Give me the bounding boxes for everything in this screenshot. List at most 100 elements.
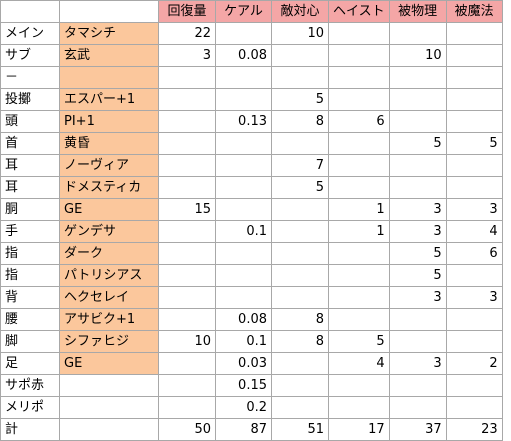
value-cell[interactable] (388, 374, 447, 397)
value-cell[interactable] (215, 264, 272, 287)
value-cell[interactable] (215, 88, 272, 111)
value-cell[interactable] (445, 374, 503, 397)
value-cell[interactable] (158, 242, 216, 265)
value-cell[interactable]: 5 (445, 132, 503, 155)
item-cell[interactable]: ゲンデサ (59, 220, 159, 243)
value-cell[interactable] (328, 132, 390, 155)
item-cell[interactable]: 玄武 (59, 44, 159, 67)
value-cell[interactable] (328, 396, 390, 419)
item-cell[interactable]: エスパー+1 (59, 88, 159, 111)
value-cell[interactable] (158, 308, 216, 331)
value-cell[interactable]: 8 (271, 308, 329, 331)
item-cell[interactable]: ノーヴィア (59, 154, 159, 177)
item-cell[interactable] (59, 418, 159, 441)
value-cell[interactable] (158, 220, 216, 243)
slot-cell[interactable]: 背 (0, 286, 60, 309)
value-cell[interactable]: 4 (445, 220, 503, 243)
value-cell[interactable]: 50 (158, 418, 216, 441)
value-cell[interactable] (328, 22, 390, 45)
value-cell[interactable]: 5 (388, 264, 447, 287)
value-cell[interactable] (215, 154, 272, 177)
value-cell[interactable] (158, 154, 216, 177)
value-cell[interactable] (215, 132, 272, 155)
value-cell[interactable] (158, 132, 216, 155)
value-cell[interactable] (445, 44, 503, 67)
value-cell[interactable] (328, 66, 390, 89)
item-cell[interactable] (59, 374, 159, 397)
slot-cell[interactable]: 首 (0, 132, 60, 155)
slot-cell[interactable]: 耳 (0, 176, 60, 199)
value-cell[interactable] (271, 374, 329, 397)
value-cell[interactable] (271, 396, 329, 419)
value-cell[interactable]: 10 (271, 22, 329, 45)
item-cell[interactable]: ダーク (59, 242, 159, 265)
value-cell[interactable] (328, 264, 390, 287)
value-cell[interactable] (215, 66, 272, 89)
value-cell[interactable]: 8 (271, 330, 329, 353)
value-cell[interactable] (158, 374, 216, 397)
value-cell[interactable] (328, 154, 390, 177)
value-cell[interactable]: 3 (388, 198, 447, 221)
value-cell[interactable] (215, 286, 272, 309)
value-cell[interactable]: 0.03 (215, 352, 272, 375)
value-cell[interactable] (158, 352, 216, 375)
value-cell[interactable] (328, 176, 390, 199)
column-header[interactable]: ヘイスト (328, 0, 390, 23)
value-cell[interactable] (445, 330, 503, 353)
value-cell[interactable]: 0.1 (215, 330, 272, 353)
value-cell[interactable] (328, 286, 390, 309)
value-cell[interactable]: 8 (271, 110, 329, 133)
value-cell[interactable]: 0.2 (215, 396, 272, 419)
value-cell[interactable] (445, 154, 503, 177)
value-cell[interactable] (388, 110, 447, 133)
value-cell[interactable] (271, 286, 329, 309)
value-cell[interactable]: 3 (445, 198, 503, 221)
value-cell[interactable]: 5 (271, 176, 329, 199)
value-cell[interactable] (445, 308, 503, 331)
value-cell[interactable]: 3 (388, 220, 447, 243)
value-cell[interactable]: 5 (388, 132, 447, 155)
value-cell[interactable]: 23 (445, 418, 503, 441)
item-cell[interactable]: PI+1 (59, 110, 159, 133)
corner-cell[interactable] (0, 0, 60, 23)
value-cell[interactable]: 6 (445, 242, 503, 265)
value-cell[interactable] (271, 220, 329, 243)
value-cell[interactable]: 5 (388, 242, 447, 265)
slot-cell[interactable]: 指 (0, 264, 60, 287)
value-cell[interactable] (158, 264, 216, 287)
slot-cell[interactable]: 頭 (0, 110, 60, 133)
value-cell[interactable] (215, 176, 272, 199)
value-cell[interactable] (271, 264, 329, 287)
value-cell[interactable]: 0.08 (215, 308, 272, 331)
item-cell[interactable]: パトリシアス (59, 264, 159, 287)
item-cell[interactable] (59, 396, 159, 419)
value-cell[interactable] (215, 198, 272, 221)
slot-cell[interactable]: 脚 (0, 330, 60, 353)
value-cell[interactable] (445, 396, 503, 419)
item-cell[interactable]: 黄昏 (59, 132, 159, 155)
slot-cell[interactable]: メイン (0, 22, 60, 45)
value-cell[interactable] (388, 176, 447, 199)
value-cell[interactable] (271, 44, 329, 67)
item-cell[interactable]: ドメスティカ (59, 176, 159, 199)
value-cell[interactable]: 15 (158, 198, 216, 221)
value-cell[interactable]: 17 (328, 418, 390, 441)
slot-cell[interactable]: 耳 (0, 154, 60, 177)
value-cell[interactable] (215, 22, 272, 45)
value-cell[interactable]: 10 (388, 44, 447, 67)
value-cell[interactable] (271, 352, 329, 375)
value-cell[interactable] (388, 88, 447, 111)
value-cell[interactable] (158, 110, 216, 133)
value-cell[interactable]: 22 (158, 22, 216, 45)
value-cell[interactable] (388, 396, 447, 419)
value-cell[interactable]: 3 (445, 286, 503, 309)
value-cell[interactable] (388, 66, 447, 89)
column-header[interactable]: 敵対心 (271, 0, 329, 23)
item-cell[interactable] (59, 66, 159, 89)
value-cell[interactable] (328, 308, 390, 331)
value-cell[interactable] (388, 330, 447, 353)
value-cell[interactable]: 4 (328, 352, 390, 375)
value-cell[interactable]: 10 (158, 330, 216, 353)
slot-cell[interactable]: 投擲 (0, 88, 60, 111)
value-cell[interactable] (388, 154, 447, 177)
